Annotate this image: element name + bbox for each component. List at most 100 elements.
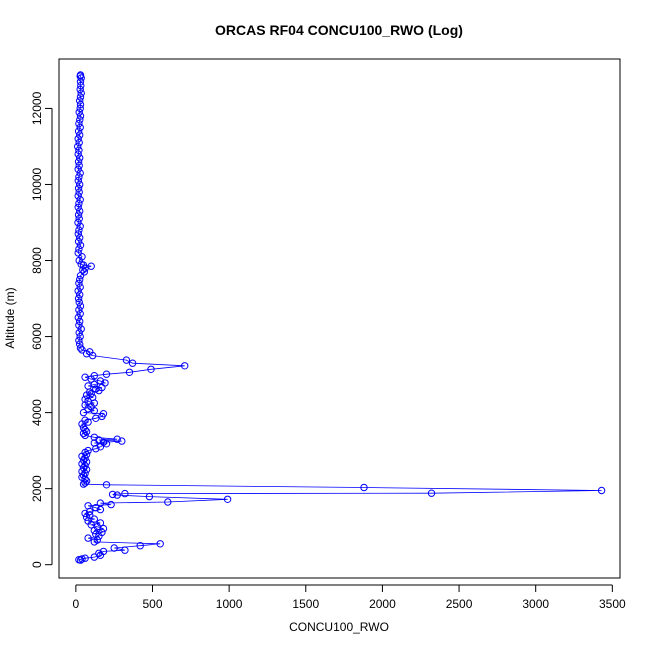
data-point <box>99 524 108 533</box>
data-point <box>102 370 111 378</box>
data-point <box>76 123 84 132</box>
data-point <box>76 207 84 215</box>
data-point <box>147 365 155 373</box>
data-point <box>75 161 83 170</box>
x-tick-label: 1000 <box>216 597 243 611</box>
data-point <box>76 169 84 177</box>
chart-title: ORCAS RF04 CONCU100_RWO (Log) <box>215 22 463 38</box>
data-point <box>128 359 137 367</box>
data-point <box>90 553 99 561</box>
data-point <box>75 279 83 287</box>
data-point <box>76 131 84 139</box>
data-point <box>74 127 83 135</box>
y-tick-label: 2000 <box>30 475 44 502</box>
data-point <box>79 429 88 438</box>
data-point <box>82 458 91 466</box>
data-point <box>74 237 83 246</box>
data-point <box>82 513 91 521</box>
data-point <box>87 375 95 383</box>
data-point <box>164 498 172 506</box>
data-point <box>92 504 100 512</box>
data-point <box>107 500 115 509</box>
data-point <box>108 490 117 499</box>
y-tick-label: 6000 <box>30 323 44 350</box>
data-point <box>77 74 85 82</box>
data-point <box>79 471 88 479</box>
data-point <box>81 479 89 487</box>
data-point <box>76 275 84 284</box>
data-point <box>76 241 85 250</box>
x-axis-label: CONCU100_RWO <box>289 620 389 634</box>
series-line <box>77 74 602 561</box>
data-point <box>74 184 83 193</box>
data-point <box>74 177 83 185</box>
data-point <box>76 154 84 162</box>
data-point <box>76 283 84 291</box>
data-point <box>96 505 105 514</box>
data-point <box>74 135 82 143</box>
data-point <box>74 230 83 238</box>
data-point <box>81 426 89 434</box>
data-point <box>81 431 89 440</box>
data-point <box>597 486 606 495</box>
data-point <box>74 158 83 166</box>
data-point <box>74 287 82 295</box>
data-point <box>76 317 84 326</box>
data-point <box>79 408 88 417</box>
y-tick-label: 8000 <box>30 247 44 274</box>
data-point <box>74 142 82 151</box>
data-point <box>113 435 121 443</box>
data-point <box>75 245 83 253</box>
y-tick-label: 4000 <box>30 399 44 426</box>
data-point <box>102 481 111 489</box>
data-point <box>76 234 84 242</box>
data-point <box>75 306 83 314</box>
data-point <box>78 555 86 563</box>
data-point <box>76 116 84 124</box>
data-point <box>86 507 94 516</box>
data-point <box>75 321 83 329</box>
data-point <box>75 188 83 196</box>
data-point <box>76 85 84 94</box>
data-point <box>76 112 85 120</box>
data-point <box>76 93 85 101</box>
data-point <box>75 215 83 223</box>
data-point <box>75 146 83 155</box>
data-point <box>92 445 100 453</box>
y-tick-label: 10000 <box>30 167 44 201</box>
data-point <box>74 249 82 257</box>
data-point <box>122 356 131 364</box>
data-point <box>76 556 85 564</box>
data-point <box>76 97 84 105</box>
data-point <box>78 420 86 428</box>
data-point <box>74 294 83 303</box>
data-point <box>74 203 82 212</box>
data-point <box>121 489 129 498</box>
data-point <box>75 226 83 234</box>
data-point <box>181 362 189 370</box>
data-point <box>90 407 99 415</box>
data-point <box>102 440 111 448</box>
data-point <box>74 165 82 174</box>
data-point <box>76 104 84 113</box>
x-tick-label: 3500 <box>599 597 626 611</box>
data-point <box>223 495 232 503</box>
data-point <box>76 291 84 299</box>
data-point <box>79 480 88 488</box>
x-axis: 0 500 1000 1500 2000 2500 3000 3500 <box>73 584 626 611</box>
data-point <box>76 180 84 189</box>
x-tick-label: 2000 <box>369 597 396 611</box>
data-point <box>75 138 83 147</box>
data-point <box>75 173 83 181</box>
data-point <box>110 544 118 552</box>
data-point <box>76 332 84 341</box>
data-point <box>427 489 436 497</box>
data-point <box>76 344 85 352</box>
data-point <box>77 325 85 333</box>
data-point <box>76 196 84 204</box>
x-tick-label: 1500 <box>292 597 319 611</box>
data-point <box>75 199 83 208</box>
data-point <box>75 329 83 337</box>
data-point <box>74 218 82 227</box>
